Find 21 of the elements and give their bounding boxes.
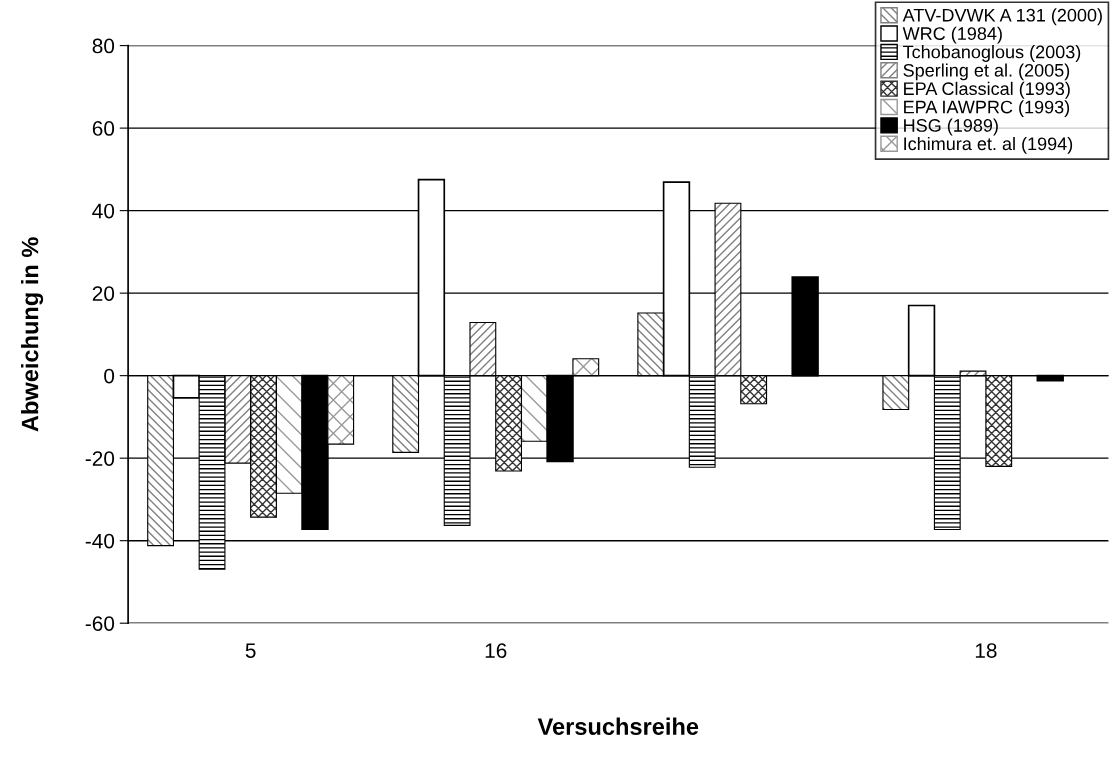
y-tick-label: 40 xyxy=(92,203,115,219)
legend-label: EPA Classical (1993) xyxy=(904,81,1070,99)
legend-label: WRC (1984) xyxy=(902,26,1002,44)
x-axis-title: Versuchsreihe xyxy=(537,717,699,735)
x-tick-label: 18 xyxy=(975,643,997,658)
y-tick-label: 80 xyxy=(92,38,115,54)
x-tick-label: 16 xyxy=(485,643,507,658)
y-axis-title: Abweichung in % xyxy=(21,237,44,432)
legend-label: ATV-DVWK A 131 (2000) xyxy=(902,8,1102,26)
y-tick-label: 0 xyxy=(104,368,115,384)
x-tick-label: 5 xyxy=(245,643,256,658)
y-tick-label: 20 xyxy=(92,286,115,301)
y-tick-label: -60 xyxy=(85,616,115,631)
legend-label: EPA IAWPRC (1993) xyxy=(904,100,1070,118)
legend-label: Ichimura et. al (1994) xyxy=(904,136,1073,154)
y-tick-label: 60 xyxy=(92,121,115,136)
legend-label: Tchobanoglous (2003) xyxy=(903,45,1081,62)
legend-label: Sperling et al. (2005) xyxy=(903,63,1070,81)
y-tick-label: -40 xyxy=(85,533,115,549)
y-tick-label: -20 xyxy=(85,451,115,466)
legend-label: HSG (1989) xyxy=(904,118,998,136)
